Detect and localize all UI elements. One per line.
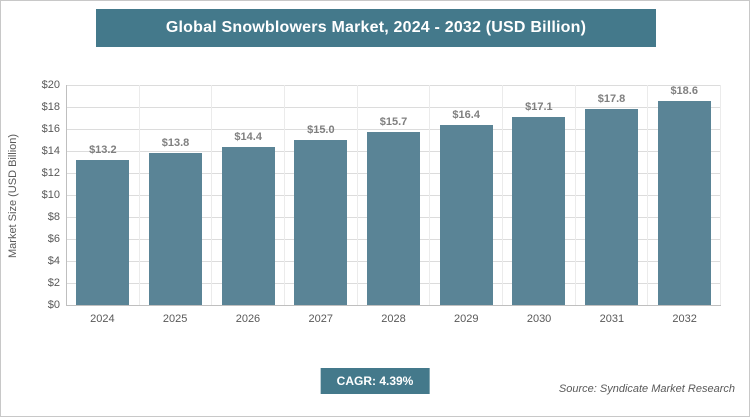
bar <box>585 109 639 305</box>
x-tick-label: 2025 <box>162 313 188 325</box>
x-tick-label: 2029 <box>454 313 479 325</box>
x-axis-labels: 2024 2025 2026 2027 2028 2029 2030 2031 2032 <box>66 313 721 325</box>
bar-column: $17.1 <box>503 85 576 305</box>
bar <box>76 159 130 305</box>
gridline <box>67 129 721 130</box>
x-tick-label: 2024 <box>90 313 115 325</box>
x-tick-label: 2026 <box>235 313 261 325</box>
bars-container: $13.2 $13.8 $14.4 $15.0 $15.7 $16.4 $17.1 $17.8… <box>67 85 722 305</box>
y-tick-label: $6 <box>47 233 60 245</box>
x-tick-label: 2028 <box>381 313 406 325</box>
bar <box>657 101 711 305</box>
bar <box>221 146 275 305</box>
x-tick-label: 2030 <box>526 313 552 325</box>
bar-column: $17.8 <box>576 85 649 305</box>
bar-value-label: $14.4 <box>234 130 262 143</box>
bar-value-label: $17.1 <box>525 100 553 113</box>
bar-value-label: $17.8 <box>597 93 626 106</box>
gridline <box>67 85 721 86</box>
bar <box>294 140 348 305</box>
y-tick-label: $14 <box>41 145 60 157</box>
bar-column: $13.8 <box>140 85 213 305</box>
bar-column: $16.4 <box>430 85 504 305</box>
y-tick-label: $4 <box>47 255 60 267</box>
bar <box>367 132 421 305</box>
bar-value-label: $13.8 <box>161 137 190 150</box>
bar-value-label: $18.6 <box>670 85 698 97</box>
y-tick-label: $18 <box>41 101 60 113</box>
y-tick-label: $8 <box>47 211 60 223</box>
bar <box>439 124 493 305</box>
bar-value-label: $15.0 <box>307 124 335 136</box>
bar-column: $13.2 <box>67 85 140 305</box>
bar-column: $18.6 <box>648 85 722 305</box>
cagr-badge: CAGR: 4.39% <box>320 368 430 394</box>
plot-area: $13.2 $13.8 $14.4 $15.0 $15.7 $16.4 $17.1 $17.8… <box>42 79 722 311</box>
x-tick-label: 2031 <box>599 313 625 325</box>
bar-column: $14.4 <box>212 85 286 305</box>
x-tick-label: 2032 <box>672 313 697 325</box>
bar-value-label: $13.2 <box>89 143 117 156</box>
bar-value-label: $15.7 <box>379 116 408 129</box>
chart-title: Global Snowblowers Market, 2024 - 2032 (… <box>165 19 587 36</box>
bar-column: $15.7 <box>358 85 431 305</box>
y-tick-label: $10 <box>41 189 60 201</box>
bar <box>148 153 203 305</box>
y-tick-label: $16 <box>41 123 60 135</box>
y-tick-label: $12 <box>41 167 60 179</box>
y-tick-label: $0 <box>47 299 60 311</box>
bar <box>512 116 566 305</box>
source-note: Source: Syndicate Market Research <box>558 383 735 395</box>
y-axis-title: Market Size (USD Billion) <box>7 133 19 258</box>
chart-title-bar: Global Snowblowers Market, 2024 - 2032 (… <box>96 9 656 47</box>
bar-column: $15.0 <box>285 85 358 305</box>
y-tick-label: $20 <box>41 79 60 91</box>
gridline <box>67 107 721 108</box>
y-tick-label: $2 <box>47 277 60 289</box>
bar-value-label: $16.4 <box>452 108 480 121</box>
x-tick-label: 2027 <box>308 313 333 325</box>
